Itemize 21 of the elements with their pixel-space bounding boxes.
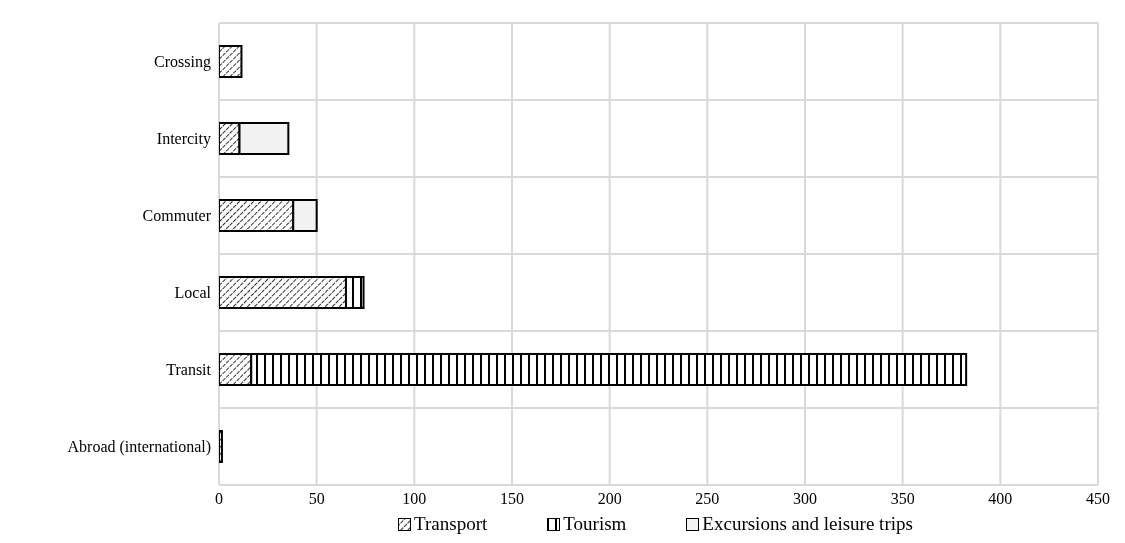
legend-label: Transport <box>413 513 488 535</box>
bar <box>219 45 243 79</box>
x-tick-label: 150 <box>500 490 524 508</box>
legend-label: Excursions and leisure trips <box>701 513 913 535</box>
x-tick-label: 450 <box>1086 490 1110 508</box>
x-tick-label: 250 <box>695 490 720 508</box>
y-tick-label: Crossing <box>154 53 211 72</box>
x-tick-label: 400 <box>988 490 1013 508</box>
x-tick-label: 100 <box>402 490 427 508</box>
x-tick-label: 200 <box>597 490 622 508</box>
bar <box>219 430 223 464</box>
x-tick-label: 50 <box>308 490 325 508</box>
x-tick-label: 0 <box>215 490 223 508</box>
y-tick-label: Local <box>174 284 212 302</box>
legend-label: Tourism <box>562 513 627 535</box>
y-tick-label: Abroad (international) <box>67 438 211 457</box>
y-tick-label: Transit <box>166 361 212 379</box>
x-tick-label: 350 <box>890 490 915 508</box>
y-tick-label: Commuter <box>142 207 212 225</box>
x-tick-label: 300 <box>793 490 817 508</box>
y-tick-label: Intercity <box>156 130 211 149</box>
